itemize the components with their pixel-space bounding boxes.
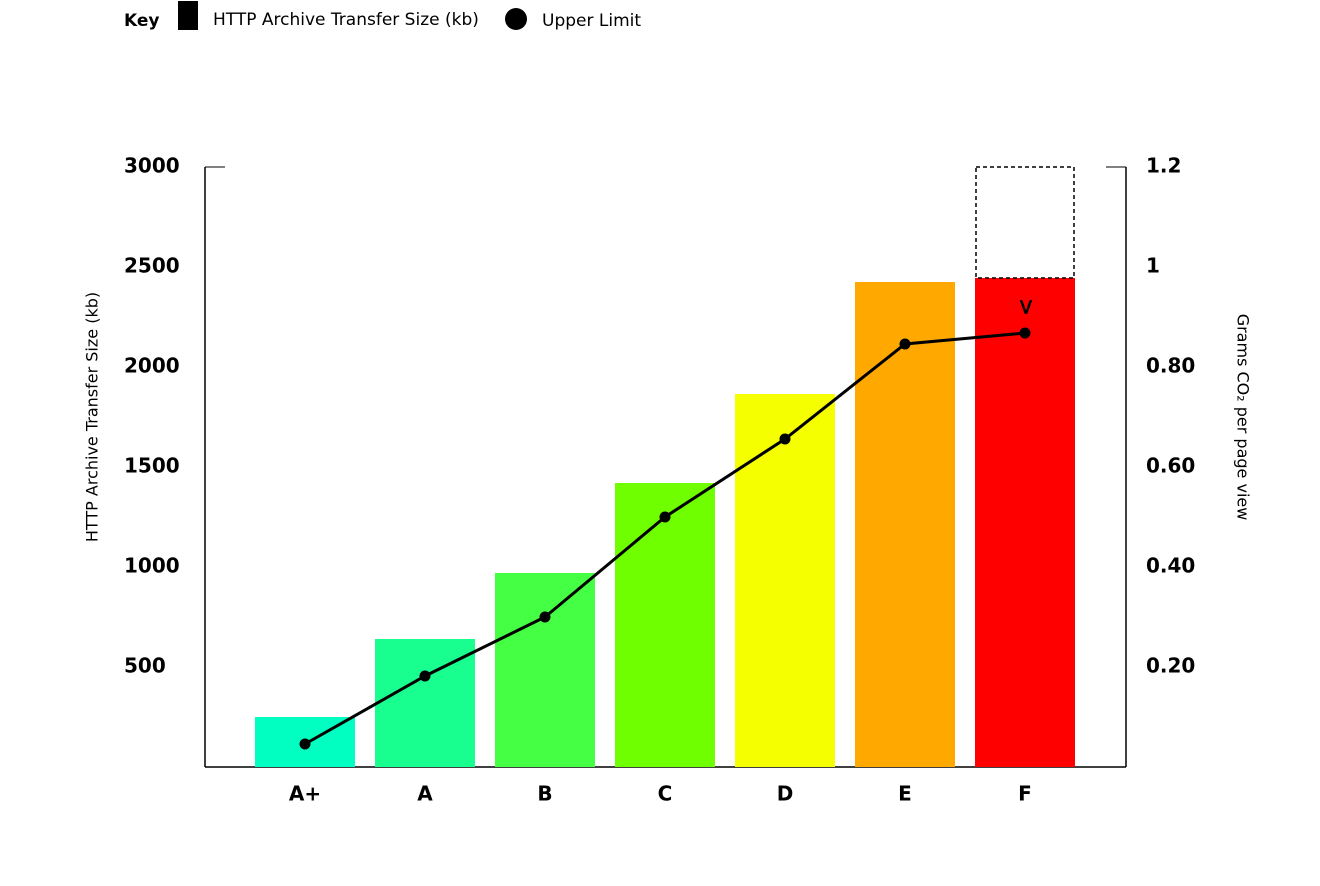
y2-tick-label: 0.20 [1146, 654, 1195, 678]
point [659, 511, 671, 523]
y2-tick-label: 1.2 [1146, 154, 1181, 178]
bar [855, 282, 955, 767]
bar [735, 394, 835, 767]
x-tick-label: E [898, 782, 912, 806]
legend-label: Upper Limit [542, 11, 641, 31]
y2-axis-title: Grams CO₂ per page view [1234, 314, 1253, 521]
point [899, 338, 911, 350]
legend-label: HTTP Archive Transfer Size (kb) [213, 10, 479, 30]
bar [495, 573, 595, 767]
x-tick-label: F [1018, 782, 1032, 806]
y-tick-label: 1000 [124, 554, 180, 578]
point [1019, 327, 1031, 339]
y-tick-label: 500 [124, 654, 166, 678]
key-title: Key [124, 11, 160, 31]
y-axis-title: HTTP Archive Transfer Size (kb) [83, 292, 102, 542]
y2-tick-label: 1 [1146, 254, 1160, 278]
legend-marker [505, 8, 527, 30]
annotation: > [1013, 298, 1038, 316]
point [539, 611, 551, 623]
y-tick-label: 3000 [124, 154, 180, 178]
open-limit [975, 166, 1075, 279]
x-tick-label: B [537, 782, 552, 806]
point [419, 670, 431, 682]
y2-tick-label: 0.80 [1146, 354, 1195, 378]
point [299, 738, 311, 750]
x-tick-label: A+ [289, 782, 321, 806]
bar [615, 483, 715, 767]
x-tick-label: C [658, 782, 673, 806]
x-tick-label: D [777, 782, 794, 806]
y-tick-label: 1500 [124, 454, 180, 478]
legend-swatch [178, 1, 198, 30]
point [779, 433, 791, 445]
y-tick-label: 2000 [124, 354, 180, 378]
y2-tick-label: 0.60 [1146, 454, 1195, 478]
y2-tick-label: 0.40 [1146, 554, 1195, 578]
x-tick-label: A [417, 782, 433, 806]
bar [975, 278, 1075, 767]
y-tick-label: 2500 [124, 254, 180, 278]
